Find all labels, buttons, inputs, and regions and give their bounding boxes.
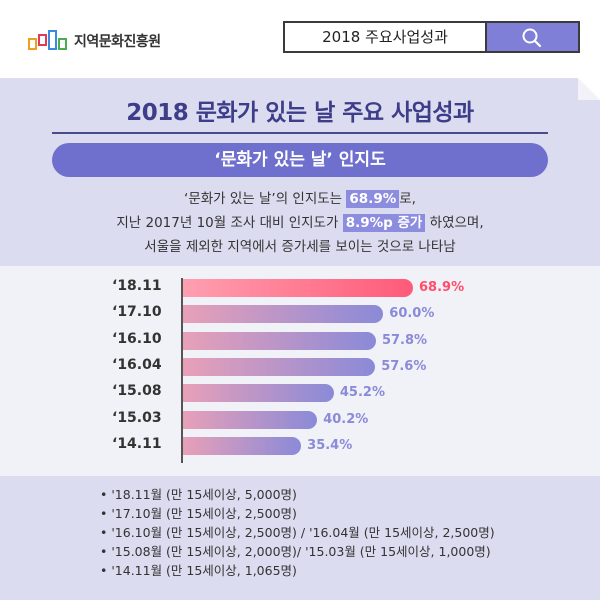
value-label: 45.2% <box>339 385 385 401</box>
search-box[interactable]: 2018 주요사업성과 <box>283 21 580 53</box>
search-input[interactable]: 2018 주요사업성과 <box>322 28 448 46</box>
bar <box>183 279 413 297</box>
bar <box>183 305 384 324</box>
bar <box>183 331 376 350</box>
survey-notes: '18.11월 (만 15세이상, 5,000명)'17.10월 (만 15세이… <box>100 485 495 580</box>
desc-text: 지난 2017년 10월 조사 대비 인지도가 <box>116 215 343 231</box>
desc-line-2: 지난 2017년 10월 조사 대비 인지도가 8.9%p 증가 하였으며, <box>0 211 600 235</box>
note-item: '15.08월 (만 15세이상, 2,000명)/ '15.03월 (만 15… <box>100 542 495 561</box>
note-item: '18.11월 (만 15세이상, 5,000명) <box>100 485 495 504</box>
bar <box>183 410 318 429</box>
page-fold-corner <box>578 78 600 100</box>
bar <box>183 384 334 403</box>
value-label: 40.2% <box>323 411 369 427</box>
value-label: 57.8% <box>381 332 428 348</box>
bar <box>183 436 302 455</box>
category-label: ‘16.10 <box>112 330 162 347</box>
highlight-awareness: 68.9% <box>346 190 400 208</box>
note-item: '14.11월 (만 15세이상, 1,065명) <box>100 561 495 580</box>
note-item: '16.10월 (만 15세이상, 2,500명) / '16.04월 (만 1… <box>100 523 494 542</box>
page-title: 2018 문화가 있는 날 주요 사업성과 <box>126 100 474 126</box>
category-label: ‘15.03 <box>112 409 162 426</box>
category-label: ‘14.11 <box>112 435 162 452</box>
category-label: ‘18.11 <box>112 278 162 294</box>
category-label: ‘16.04 <box>112 356 162 373</box>
search-button[interactable] <box>485 23 578 51</box>
search-icon <box>522 28 542 48</box>
desc-text: 로, <box>399 191 416 207</box>
org-name: 지역문화진흥원 <box>74 34 161 50</box>
org-logo[interactable]: 지역문화진흥원 <box>28 30 161 52</box>
note-item: '17.10월 (만 15세이상, 2,500명) <box>100 504 495 523</box>
title-divider <box>52 132 548 134</box>
bar <box>183 357 376 376</box>
category-label: ‘17.10 <box>112 304 162 321</box>
value-label: 60.0% <box>389 306 435 322</box>
value-label: 35.4% <box>307 437 353 453</box>
desc-line-1: ‘문화가 있는 날’의 인지도는 68.9% 로, <box>0 187 600 211</box>
section-title: ‘문화가 있는 날’ 인지도 <box>52 143 548 177</box>
desc-text: 하였으며, <box>425 215 484 231</box>
value-label: 68.9% <box>419 280 465 295</box>
category-label: ‘15.08 <box>112 383 162 400</box>
desc-line-3: 서울을 제외한 지역에서 증가세를 보이는 것으로 나타남 <box>144 239 456 255</box>
highlight-increase: 8.9%p 증가 <box>342 214 426 232</box>
value-label: 57.6% <box>381 358 427 374</box>
chart-axis <box>181 278 183 463</box>
desc-text: ‘문화가 있는 날’의 인지도는 <box>184 191 347 207</box>
logo-mark-icon <box>28 30 68 52</box>
description: ‘문화가 있는 날’의 인지도는 68.9% 로, 지난 2017년 10월 조사… <box>0 187 600 259</box>
